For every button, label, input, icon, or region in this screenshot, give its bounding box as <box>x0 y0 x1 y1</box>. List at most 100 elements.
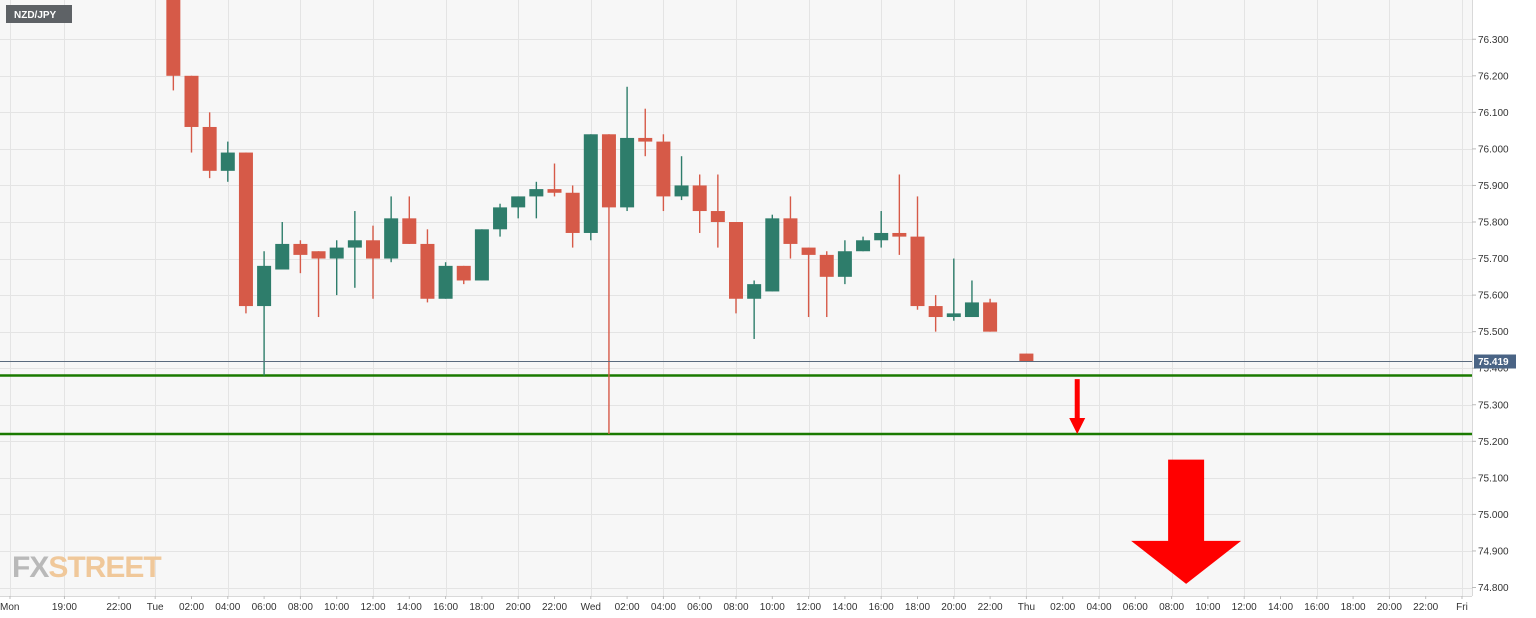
candle-body <box>311 251 326 259</box>
x-tick-label: 04:00 <box>1086 602 1111 613</box>
candle <box>511 196 526 219</box>
x-tick-label: 10:00 <box>760 602 785 613</box>
x-tick-label: 02:00 <box>179 602 204 613</box>
candle <box>329 240 344 296</box>
candle <box>311 251 326 318</box>
x-tick-label: 22:00 <box>978 602 1003 613</box>
x-tick-label: 02:00 <box>1050 602 1075 613</box>
candle-body <box>765 218 780 292</box>
y-tick-label: 76.000 <box>1478 144 1509 155</box>
x-tick-label: 18:00 <box>469 602 494 613</box>
x-tick-label: 12:00 <box>360 602 385 613</box>
candle <box>928 295 943 332</box>
candle <box>819 251 834 318</box>
candle <box>620 86 635 212</box>
candle <box>964 280 979 318</box>
symbol-badge: NZD/JPY <box>6 5 72 23</box>
candle <box>674 156 689 201</box>
candle <box>638 108 653 157</box>
watermark-fx: FX <box>12 551 49 584</box>
x-tick-label: 06:00 <box>252 602 277 613</box>
x-tick-label: 06:00 <box>687 602 712 613</box>
candle-body <box>928 306 943 318</box>
y-tick-label: 76.200 <box>1478 71 1509 82</box>
y-tick-label: 75.600 <box>1478 291 1509 302</box>
candle-body <box>874 232 889 241</box>
y-tick-label: 76.100 <box>1478 108 1509 119</box>
candle-body <box>474 229 489 281</box>
candle-body <box>946 313 961 318</box>
candle-body <box>819 254 834 277</box>
candle <box>983 298 998 332</box>
candle-body <box>801 247 816 255</box>
candle <box>583 134 598 241</box>
y-tick-label: 75.700 <box>1478 254 1509 265</box>
candle-body <box>366 240 380 259</box>
candle <box>220 141 235 182</box>
candle-body <box>293 243 308 255</box>
candle-body <box>402 218 417 244</box>
y-tick-label: 75.800 <box>1478 218 1509 229</box>
candle <box>856 236 871 252</box>
candle <box>257 251 272 376</box>
y-tick-label: 75.000 <box>1478 510 1509 521</box>
candle <box>892 174 907 255</box>
y-tick-label: 75.900 <box>1478 181 1509 192</box>
candle-body <box>493 207 508 230</box>
x-tick-label: 22:00 <box>542 602 567 613</box>
candle-body <box>856 240 871 252</box>
x-tick-label: 10:00 <box>1195 602 1220 613</box>
x-tick-label: 04:00 <box>651 602 676 613</box>
x-tick-label: 08:00 <box>288 602 313 613</box>
candle <box>384 196 399 263</box>
y-tick-label: 75.200 <box>1478 437 1509 448</box>
watermark-street: STREET <box>48 551 161 584</box>
x-tick-label: 22:00 <box>1413 602 1438 613</box>
x-tick-label: 18:00 <box>1341 602 1366 613</box>
candle <box>456 265 471 285</box>
x-tick-label: 12:00 <box>796 602 821 613</box>
x-tick-label: Thu <box>1018 602 1035 613</box>
candle <box>493 203 508 237</box>
candle-body <box>638 137 653 142</box>
candle-body <box>257 265 272 307</box>
x-tick-label: 19:00 <box>52 602 77 613</box>
candle-body <box>384 218 399 259</box>
candle-body <box>583 134 598 233</box>
candle-body <box>329 247 344 259</box>
y-tick-label: 75.100 <box>1478 473 1509 484</box>
candle <box>801 247 816 318</box>
y-tick-label: 76.300 <box>1478 35 1509 46</box>
candle <box>565 185 580 248</box>
y-tick-label: 74.900 <box>1478 546 1509 557</box>
candle-body <box>529 189 544 197</box>
candle <box>910 196 925 310</box>
candle <box>1019 353 1034 362</box>
x-tick-label: 10:00 <box>324 602 349 613</box>
candle-body <box>1019 353 1034 362</box>
x-tick-label: 08:00 <box>1159 602 1184 613</box>
down-arrows <box>1069 379 1242 584</box>
current-price-badge: 75.419 <box>1474 354 1516 369</box>
x-tick-label: 06:00 <box>1123 602 1148 613</box>
small-down-arrow <box>1069 379 1086 434</box>
candle <box>347 211 362 288</box>
candle <box>420 229 435 303</box>
candle-body <box>729 222 743 299</box>
candle <box>184 75 199 153</box>
candle <box>366 225 380 299</box>
candle-body <box>601 134 616 208</box>
y-tick-label: 74.800 <box>1478 583 1509 594</box>
candle <box>601 134 616 434</box>
x-tick-label: 16:00 <box>433 602 458 613</box>
candle-body <box>511 196 526 208</box>
candle-body <box>656 141 671 197</box>
x-tick-label: 14:00 <box>832 602 857 613</box>
x-tick-label: 16:00 <box>869 602 894 613</box>
x-tick-label: 16:00 <box>1304 602 1329 613</box>
candle-body <box>837 251 852 277</box>
x-tick-label: 20:00 <box>941 602 966 613</box>
candle-body <box>910 236 925 307</box>
candle-body <box>275 243 290 270</box>
